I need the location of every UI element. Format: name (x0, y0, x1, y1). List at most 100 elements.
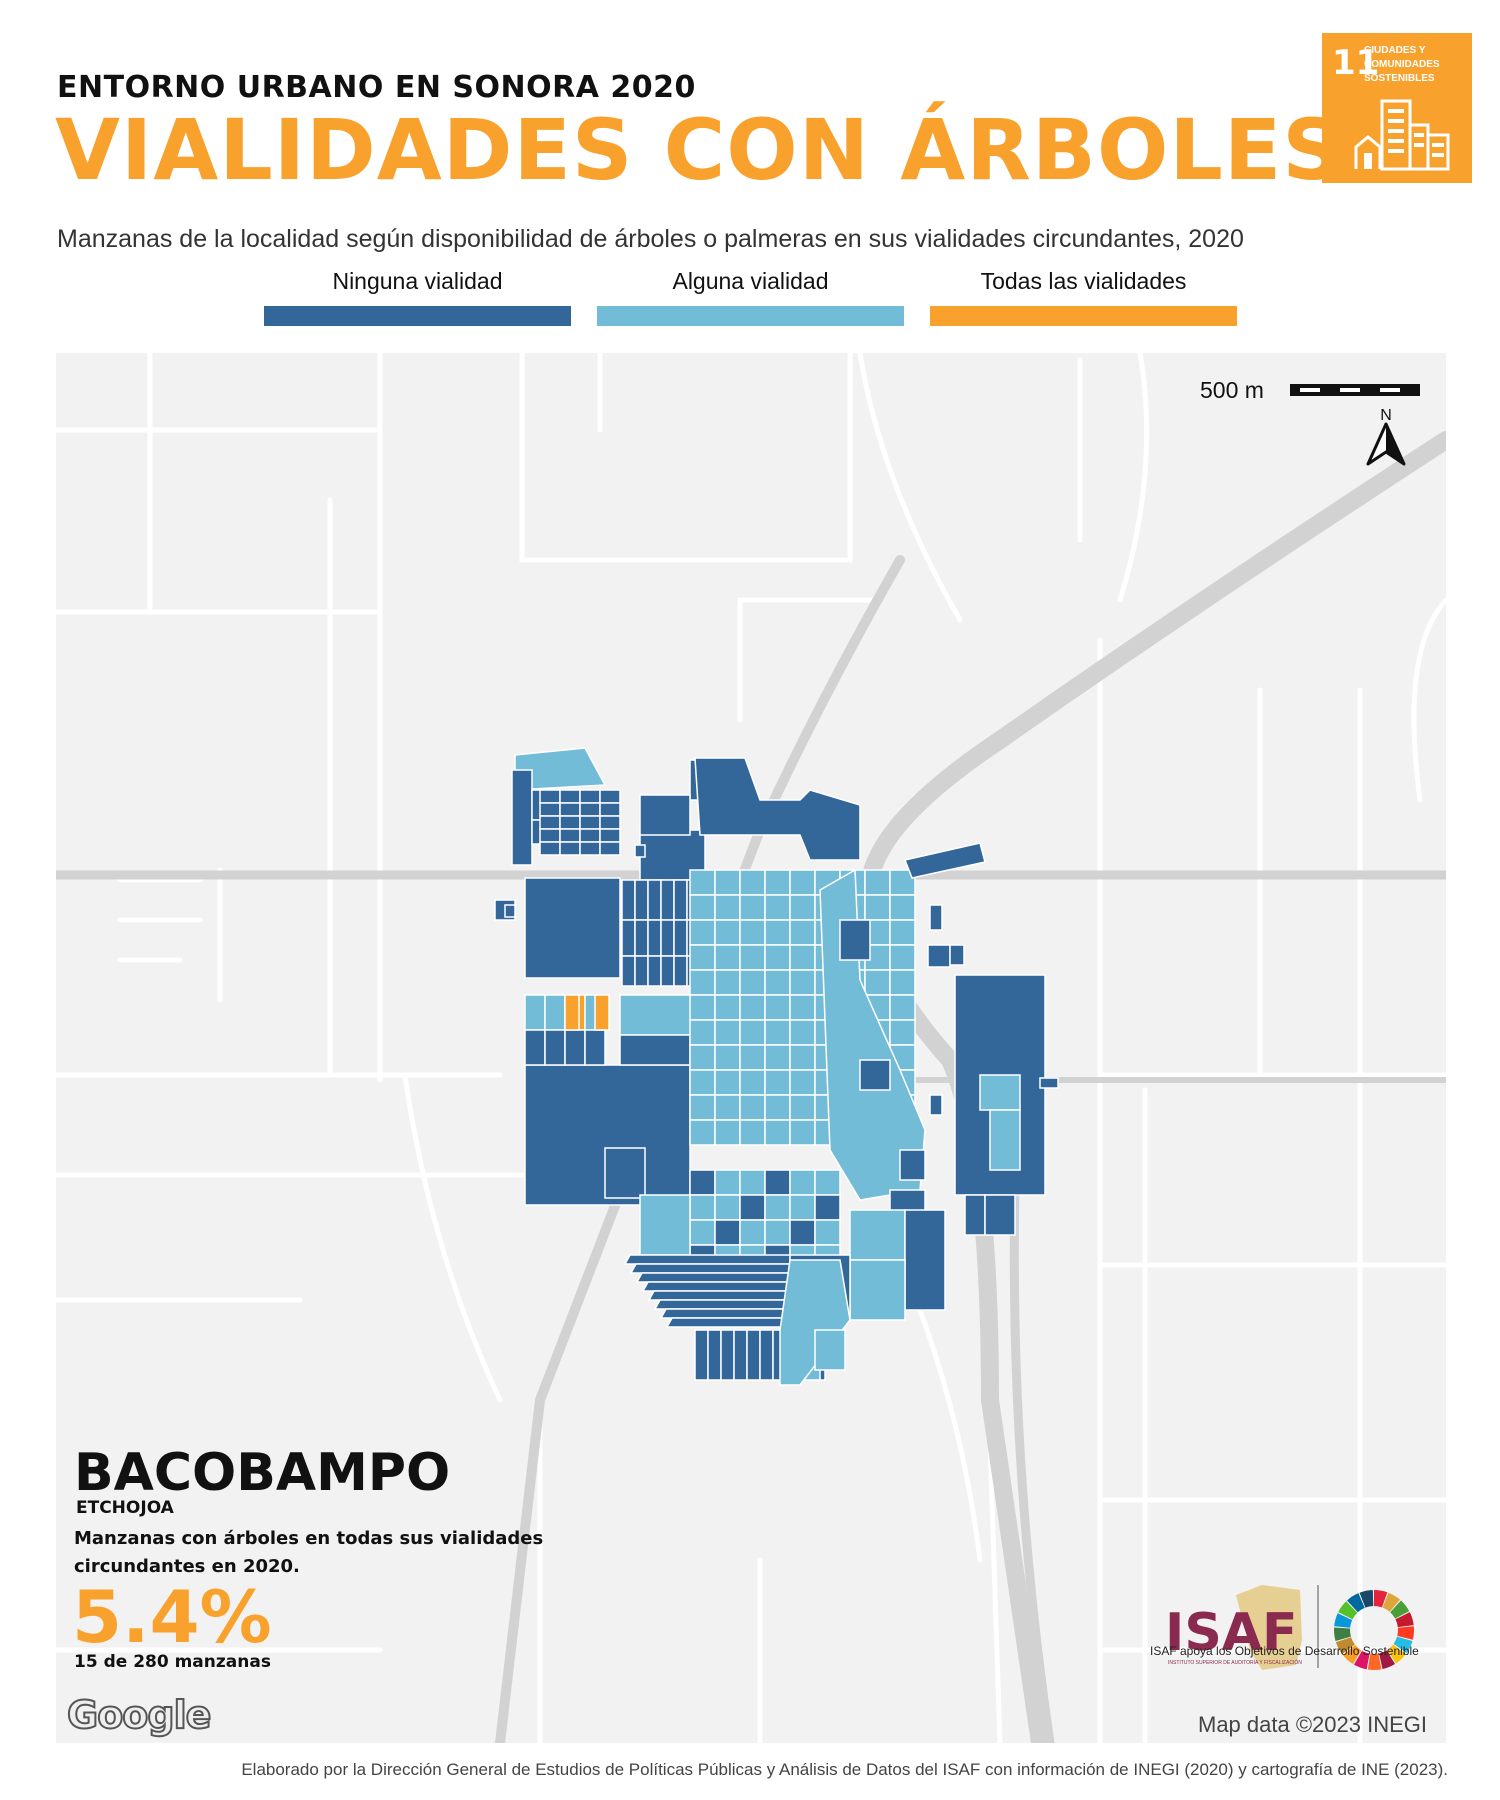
city-block[interactable] (929, 904, 943, 931)
city-block[interactable] (599, 828, 621, 843)
city-block[interactable] (739, 1194, 766, 1221)
city-block[interactable] (739, 944, 766, 971)
city-block[interactable] (814, 1169, 841, 1196)
city-block[interactable] (647, 919, 662, 957)
city-block[interactable] (619, 994, 701, 1036)
city-block[interactable] (764, 1169, 791, 1196)
city-blocks[interactable] (494, 747, 1059, 1386)
city-block[interactable] (929, 1094, 943, 1116)
city-block[interactable] (689, 1069, 716, 1096)
city-block[interactable] (539, 802, 561, 817)
city-block[interactable] (764, 994, 791, 1021)
city-block[interactable] (694, 757, 861, 861)
city-block[interactable] (653, 1299, 791, 1310)
city-block[interactable] (621, 879, 636, 921)
city-block[interactable] (764, 919, 791, 946)
city-block[interactable] (544, 1029, 566, 1066)
city-block[interactable] (739, 1219, 766, 1246)
city-block[interactable] (714, 894, 741, 921)
city-block[interactable] (694, 1329, 709, 1381)
city-block[interactable] (579, 789, 601, 804)
city-block[interactable] (511, 769, 533, 866)
city-block[interactable] (764, 969, 791, 996)
city-block[interactable] (989, 1109, 1021, 1171)
city-block[interactable] (964, 1194, 986, 1236)
city-block[interactable] (764, 1094, 791, 1121)
city-block[interactable] (764, 1219, 791, 1246)
city-block[interactable] (634, 955, 649, 987)
city-block[interactable] (739, 1069, 766, 1096)
city-block[interactable] (714, 1119, 741, 1146)
city-block[interactable] (647, 1290, 791, 1301)
city-block[interactable] (789, 1019, 816, 1046)
city-block[interactable] (689, 994, 716, 1021)
city-block[interactable] (665, 1317, 791, 1328)
city-block[interactable] (539, 828, 561, 843)
city-block[interactable] (579, 841, 601, 856)
city-block[interactable] (524, 994, 546, 1031)
city-block[interactable] (660, 919, 675, 957)
city-block[interactable] (634, 919, 649, 957)
city-block[interactable] (629, 1263, 791, 1274)
city-block[interactable] (660, 879, 675, 921)
city-block[interactable] (739, 894, 766, 921)
city-block[interactable] (720, 1329, 735, 1381)
city-block[interactable] (789, 1044, 816, 1071)
city-block[interactable] (764, 1044, 791, 1071)
city-block[interactable] (689, 894, 716, 921)
city-block[interactable] (714, 1069, 741, 1096)
city-block[interactable] (889, 869, 916, 896)
city-block[interactable] (789, 944, 816, 971)
city-block[interactable] (619, 1034, 691, 1066)
city-block[interactable] (647, 879, 662, 921)
city-block[interactable] (789, 1194, 816, 1221)
city-block[interactable] (689, 919, 716, 946)
city-block[interactable] (623, 1254, 791, 1265)
city-block[interactable] (689, 869, 716, 896)
city-block[interactable] (579, 802, 601, 817)
city-block[interactable] (814, 1219, 841, 1246)
city-block[interactable] (659, 1308, 791, 1319)
city-block[interactable] (764, 1194, 791, 1221)
city-block[interactable] (714, 869, 741, 896)
city-block[interactable] (634, 844, 646, 858)
city-block[interactable] (714, 1219, 741, 1246)
city-block[interactable] (584, 1029, 606, 1066)
city-block[interactable] (759, 1329, 774, 1381)
city-block[interactable] (641, 1281, 791, 1292)
city-block[interactable] (599, 802, 621, 817)
city-block[interactable] (789, 869, 816, 896)
city-block[interactable] (714, 944, 741, 971)
city-block[interactable] (927, 944, 951, 968)
city-block[interactable] (789, 1219, 816, 1246)
city-block[interactable] (979, 1074, 1021, 1111)
city-block[interactable] (789, 994, 816, 1021)
city-block[interactable] (599, 789, 621, 804)
city-block[interactable] (814, 1329, 846, 1371)
city-block[interactable] (984, 1194, 1016, 1236)
city-block[interactable] (789, 919, 816, 946)
city-block[interactable] (789, 969, 816, 996)
city-block[interactable] (789, 1094, 816, 1121)
city-block[interactable] (764, 944, 791, 971)
city-block[interactable] (739, 1119, 766, 1146)
city-block[interactable] (639, 794, 691, 836)
city-block[interactable] (904, 1209, 946, 1311)
city-block[interactable] (660, 955, 675, 987)
city-block[interactable] (689, 1169, 716, 1196)
city-block[interactable] (559, 815, 581, 830)
city-block[interactable] (594, 994, 610, 1031)
city-block[interactable] (814, 1194, 841, 1221)
city-block[interactable] (779, 1259, 851, 1386)
city-block[interactable] (714, 1044, 741, 1071)
city-block[interactable] (789, 1069, 816, 1096)
city-block[interactable] (789, 1169, 816, 1196)
city-block[interactable] (579, 815, 601, 830)
city-block[interactable] (739, 994, 766, 1021)
city-block[interactable] (673, 879, 688, 921)
city-block[interactable] (621, 955, 636, 987)
city-block[interactable] (689, 1194, 716, 1221)
city-block[interactable] (739, 1094, 766, 1121)
city-block[interactable] (559, 802, 581, 817)
city-block[interactable] (764, 869, 791, 896)
